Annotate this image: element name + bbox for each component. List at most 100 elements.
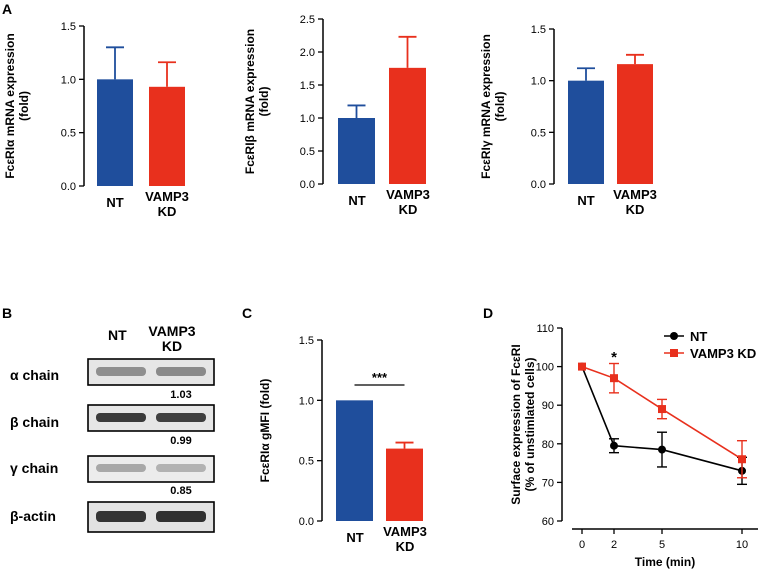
time-y-tick-label: 70	[542, 477, 554, 489]
gmfi-significance-stars: ***	[372, 370, 388, 385]
time-x-tick-label: 2	[611, 539, 617, 551]
gmfi-bar-nt	[336, 400, 373, 521]
panel-label-d: D	[483, 305, 493, 321]
gamma-tick-label: 1.5	[531, 24, 546, 36]
wb-value-beta: 0.99	[170, 435, 191, 447]
wb-row-label-gamma: γ chain	[10, 460, 58, 476]
beta-category-kd-line2: KD	[399, 202, 418, 217]
wb-band-alpha-nt	[96, 367, 146, 376]
time-y-tick-label: 110	[536, 323, 554, 335]
gamma-category-nt: NT	[577, 193, 594, 208]
beta-tick-label: 0.5	[300, 146, 315, 158]
legend-label-nt: NT	[690, 329, 707, 344]
time-point-kd	[658, 405, 666, 414]
panel-label-b: B	[2, 305, 12, 321]
gamma-category-kd-line2: KD	[626, 202, 645, 217]
wb-band-beta-kd	[156, 413, 206, 422]
legend-marker-kd	[670, 349, 678, 357]
alpha-ylabel-line1: FcεRIα mRNA expression	[3, 33, 17, 178]
time-point-nt	[658, 445, 666, 454]
beta-bar-kd	[389, 67, 426, 184]
alpha-tick-label: 1.0	[61, 74, 76, 86]
wb-band-gamma-nt	[96, 464, 146, 472]
gmfi-category-kd-line2: KD	[396, 539, 415, 554]
wb-value-gamma: 0.85	[170, 485, 191, 497]
gmfi-bar-kd	[386, 448, 423, 521]
time-x-tick-label: 5	[659, 539, 665, 551]
alpha-bar-nt	[97, 79, 133, 186]
time-y-tick-label: 100	[536, 362, 554, 374]
panel-label-a: A	[2, 1, 12, 17]
beta-bar-nt	[338, 118, 375, 184]
time-y-tick-label: 90	[542, 400, 554, 412]
chart-surface-expression-timecourse: 60 70 80 90 100 110 0 2 5 10 Time (min) Surface exp…	[509, 323, 758, 569]
alpha-tick-label: 0.0	[61, 181, 76, 193]
alpha-ylabel-line2: (fold)	[17, 91, 31, 121]
gamma-tick-label: 1.0	[531, 76, 546, 88]
alpha-bar-kd	[149, 86, 185, 186]
gamma-ylabel-line2: (fold)	[493, 92, 507, 122]
wb-band-alpha-kd	[156, 367, 206, 376]
time-series-line-nt	[581, 366, 743, 472]
beta-tick-label: 2.0	[300, 47, 315, 59]
wb-lane-nt-label: NT	[108, 327, 127, 343]
wb-value-alpha: 1.03	[170, 389, 191, 401]
wb-lane-kd-label-line2: KD	[162, 338, 182, 354]
gamma-category-kd-line1: VAMP3	[613, 187, 657, 202]
gmfi-ylabel: FcεRIα gMFI (fold)	[258, 379, 272, 483]
alpha-tick-label: 1.5	[61, 21, 76, 33]
panel-label-c: C	[242, 305, 252, 321]
gamma-bar-nt	[568, 80, 604, 184]
time-ylabel-line1: Surface expression of FcεRI	[509, 344, 523, 504]
gmfi-tick-label: 1.5	[299, 335, 314, 347]
wb-lane-kd-label-line1: VAMP3	[148, 323, 195, 339]
beta-tick-label: 0.0	[300, 179, 315, 191]
beta-category-nt: NT	[348, 193, 365, 208]
alpha-category-kd-line1: VAMP3	[145, 189, 189, 204]
legend-label-kd: VAMP3 KD	[690, 346, 756, 361]
beta-ylabel-line2: (fold)	[257, 87, 271, 117]
alpha-category-kd-line2: KD	[158, 204, 177, 219]
time-significance-star: *	[611, 349, 617, 366]
time-y-tick-label: 60	[542, 516, 554, 528]
beta-tick-label: 1.0	[300, 113, 315, 125]
wb-band-actin-nt	[96, 511, 146, 522]
wb-row-label-beta: β chain	[10, 414, 59, 430]
time-point-kd	[610, 374, 618, 383]
alpha-tick-label: 0.5	[61, 128, 76, 140]
gmfi-category-nt: NT	[346, 530, 363, 545]
legend-marker-nt	[670, 332, 678, 340]
time-x-tick-label: 0	[579, 539, 585, 551]
time-ylabel-line2: (% of unstimlated cells)	[523, 357, 537, 491]
gmfi-tick-label: 1.0	[299, 395, 314, 407]
time-point-nt	[610, 441, 618, 450]
time-y-tick-label: 80	[542, 439, 554, 451]
wb-row-label-actin: β-actin	[10, 508, 56, 524]
time-point-kd	[578, 362, 586, 371]
gamma-tick-label: 0.5	[531, 127, 546, 139]
time-xlabel: Time (min)	[635, 555, 695, 569]
alpha-category-nt: NT	[106, 195, 123, 210]
wb-band-actin-kd	[156, 511, 206, 522]
beta-tick-label: 1.5	[300, 80, 315, 92]
gamma-tick-label: 0.0	[531, 179, 546, 191]
time-x-tick-label: 10	[736, 539, 748, 551]
time-series-line-kd	[581, 365, 743, 460]
gamma-bar-kd	[617, 64, 653, 184]
beta-ylabel-line1: FcεRIβ mRNA expression	[243, 29, 257, 174]
wb-band-beta-nt	[96, 413, 146, 422]
time-point-kd	[738, 455, 746, 464]
western-blot: NT VAMP3 KD α chain β chain γ chain β-ac…	[10, 323, 215, 533]
beta-tick-label: 2.5	[300, 14, 315, 26]
beta-category-kd-line1: VAMP3	[386, 187, 430, 202]
gmfi-tick-label: 0.0	[299, 516, 314, 528]
wb-row-label-alpha: α chain	[10, 367, 59, 383]
gmfi-category-kd-line1: VAMP3	[383, 524, 427, 539]
gmfi-tick-label: 0.5	[299, 456, 314, 468]
wb-band-gamma-kd	[156, 464, 206, 472]
